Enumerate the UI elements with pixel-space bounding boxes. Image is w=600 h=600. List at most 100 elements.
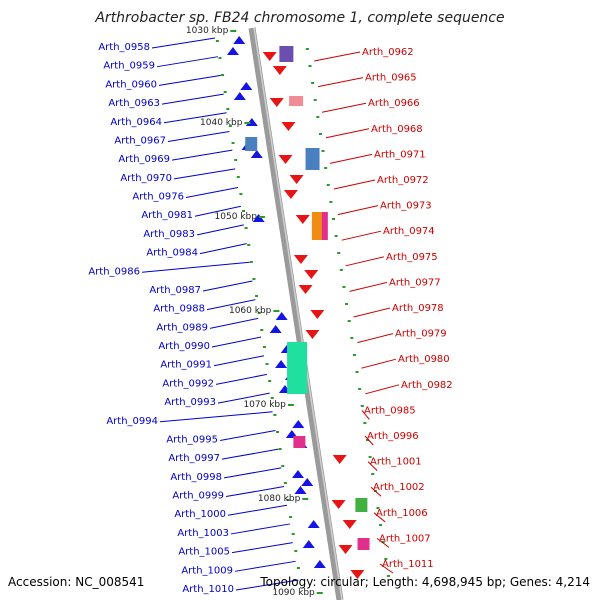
left-leader-line <box>227 504 288 516</box>
left-gene-label: Arth_0984 <box>146 248 198 259</box>
right-gene-label: Arth_0996 <box>367 431 419 442</box>
right-gene-label: Arth_0972 <box>377 175 429 186</box>
right-leader-lines <box>314 51 400 574</box>
tick-mark <box>368 456 372 458</box>
tick-mark <box>339 269 343 271</box>
kbp-marker-label: 1060 kbp <box>229 306 272 316</box>
kbp-marker-tick <box>230 30 237 32</box>
right-gene-label: Arth_0980 <box>398 354 450 365</box>
tick-mark <box>384 558 388 560</box>
right-gene-label: Arth_1007 <box>379 533 431 544</box>
kbp-marker-tick <box>244 122 251 124</box>
right-gene-label: Arth_0973 <box>380 201 432 212</box>
gene-block <box>287 342 308 394</box>
kbp-marker-tick <box>316 592 323 594</box>
tick-mark <box>231 142 235 144</box>
kbp-marker-label: 1080 kbp <box>258 494 301 504</box>
left-gene-label: Arth_0959 <box>103 61 155 72</box>
tick-mark <box>371 473 375 475</box>
left-leader-line <box>213 355 265 367</box>
left-gene-label: Arth_1005 <box>178 547 230 558</box>
tick-mark <box>308 65 312 67</box>
forward-gene-arrow <box>275 312 288 320</box>
right-gene-label: Arth_0965 <box>365 73 417 84</box>
right-leader-line <box>365 384 400 395</box>
left-leader-line <box>156 56 219 68</box>
left-leader-line <box>219 429 276 441</box>
gene-features <box>226 36 370 579</box>
accession-text: Accession: NC_008541 <box>8 575 144 589</box>
forward-gene-arrow <box>252 214 265 222</box>
map-title: Arthrobacter sp. FB24 chromosome 1, comp… <box>94 10 504 26</box>
reverse-gene-arrow <box>298 285 313 294</box>
genome-backbone <box>248 27 344 600</box>
left-gene-label: Arth_0986 <box>88 266 140 277</box>
left-leader-line <box>167 130 230 142</box>
left-leader-line <box>217 392 270 404</box>
kbp-marker-label: 1040 kbp <box>200 118 243 128</box>
gene-block <box>311 212 324 240</box>
reverse-gene-arrow <box>342 520 357 529</box>
gene-block <box>305 148 320 170</box>
reverse-gene-arrow <box>305 330 320 339</box>
tick-mark <box>249 261 253 263</box>
tick-mark <box>337 252 341 254</box>
left-leader-line <box>199 243 247 255</box>
tick-mark <box>366 439 369 441</box>
left-gene-label: Arth_0987 <box>149 285 201 296</box>
right-leader-line <box>364 435 374 446</box>
left-gene-label: Arth_0964 <box>110 117 162 128</box>
left-gene-label: Arth_0999 <box>172 491 224 502</box>
gene-block <box>355 498 368 512</box>
tick-mark <box>226 108 230 110</box>
reverse-gene-arrow <box>293 255 308 264</box>
right-gene-label: Arth_0974 <box>383 226 435 237</box>
tick-mark <box>386 575 390 577</box>
reverse-gene-arrow <box>350 570 365 579</box>
tick-mark <box>358 388 362 390</box>
tick-mark <box>294 550 298 552</box>
gene-block <box>321 212 328 240</box>
kbp-marker-tick <box>273 310 280 312</box>
tick-mark <box>228 125 232 127</box>
tick-mark <box>265 363 269 365</box>
forward-gene-arrow <box>269 325 282 333</box>
left-leader-line <box>206 299 256 311</box>
right-leader-line <box>373 512 386 523</box>
right-leader-line <box>314 51 361 62</box>
right-leader-line <box>379 563 394 574</box>
right-leader-line <box>325 128 370 139</box>
tick-mark <box>305 48 309 50</box>
left-leader-line <box>161 93 224 105</box>
left-leader-line <box>234 560 296 572</box>
right-gene-label: Arth_0975 <box>386 252 438 263</box>
tick-mark <box>363 422 367 424</box>
reverse-gene-arrow <box>281 122 296 131</box>
left-gene-label: Arth_0958 <box>98 42 150 53</box>
left-leader-line <box>202 280 253 292</box>
tick-mark <box>360 405 364 407</box>
kbp-marker-label: 1090 kbp <box>272 588 315 598</box>
tick-mark <box>218 57 222 59</box>
tick-mark <box>252 278 256 280</box>
left-leader-line <box>215 373 267 385</box>
left-gene-label: Arth_0960 <box>105 79 157 90</box>
tick-mark <box>281 465 285 467</box>
left-gene-label: Arth_1009 <box>181 565 233 576</box>
left-leader-line <box>196 224 244 236</box>
position-ticks <box>215 40 390 577</box>
tick-mark <box>332 218 335 220</box>
forward-gene-arrow <box>301 478 314 486</box>
tick-mark <box>313 99 317 101</box>
tick-mark <box>234 159 238 161</box>
tick-mark <box>242 210 245 212</box>
tick-mark <box>334 235 338 237</box>
tick-mark <box>326 184 330 186</box>
right-gene-label: Arth_0977 <box>389 277 441 288</box>
right-gene-label: Arth_0979 <box>395 329 447 340</box>
gene-block <box>289 96 304 106</box>
tick-mark <box>236 176 240 178</box>
right-gene-label: Arth_1011 <box>382 559 434 570</box>
reverse-gene-arrow <box>331 500 346 509</box>
right-leader-line <box>349 281 388 292</box>
